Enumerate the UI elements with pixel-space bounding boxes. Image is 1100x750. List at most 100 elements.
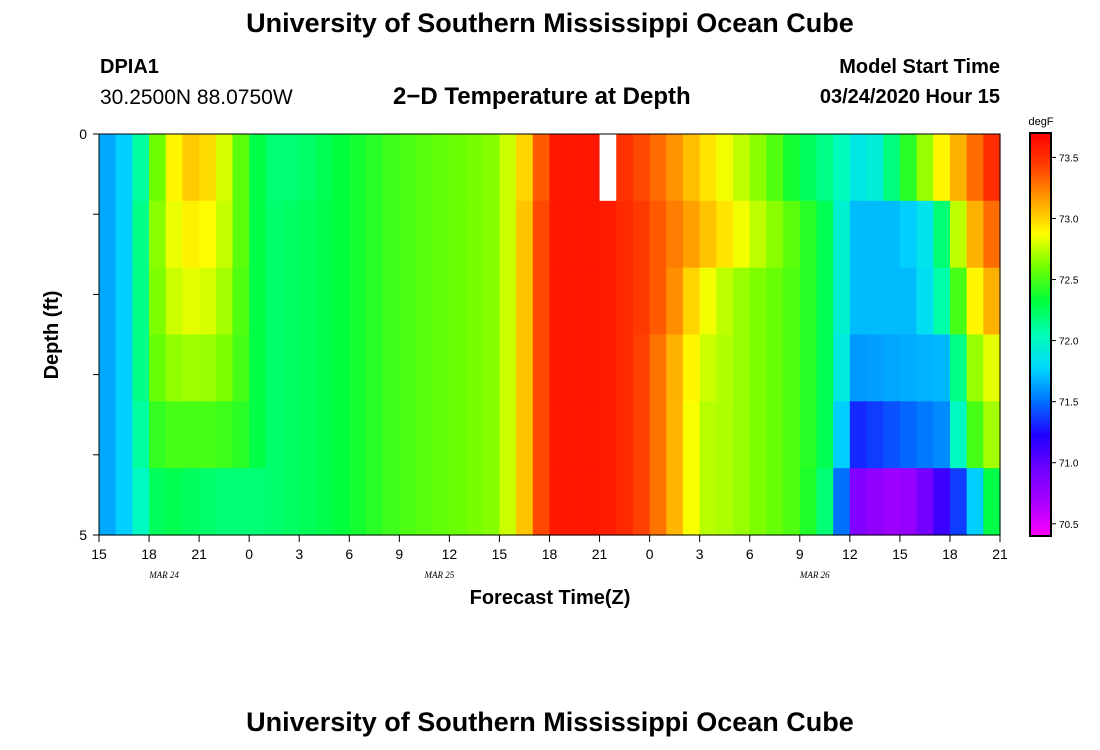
heatmap-cell (866, 267, 884, 336)
heatmap-cell (215, 200, 234, 269)
heatmap-cell (849, 468, 868, 536)
heatmap-cell (949, 200, 968, 269)
heatmap-cell (899, 200, 918, 269)
heatmap-cell (466, 468, 484, 536)
heatmap-cell (532, 468, 551, 536)
heatmap-cell (365, 267, 384, 336)
model-start-label: Model Start Time (839, 56, 1000, 78)
heatmap-cell (149, 134, 167, 202)
heatmap-cell (382, 200, 400, 269)
heatmap-cell (966, 468, 984, 536)
colorbar-tick-label: 71.0 (1059, 459, 1079, 470)
heatmap-cell (666, 334, 684, 402)
heatmap-cell (682, 267, 701, 336)
heatmap-cell (766, 200, 784, 269)
heatmap-cell (149, 267, 167, 336)
heatmap-cell (299, 334, 317, 402)
heatmap-cell (382, 468, 400, 536)
heatmap-cell (232, 134, 250, 202)
heatmap-cell (883, 200, 901, 269)
heatmap-cell (365, 134, 384, 202)
heatmap-cell (649, 267, 667, 336)
heatmap-cell (766, 468, 784, 536)
heatmap-cell (733, 401, 751, 469)
heatmap-cell (816, 134, 834, 202)
heatmap-cell (849, 200, 868, 269)
heatmap-cell (499, 334, 517, 402)
heatmap-cell (566, 267, 584, 336)
heatmap-cell (182, 334, 200, 402)
heatmap-cell (349, 200, 367, 269)
heatmap-cell (649, 134, 667, 202)
heatmap-cell (599, 468, 617, 536)
heatmap-cell (416, 267, 434, 336)
heatmap-cell (532, 200, 551, 269)
heatmap-cell (816, 334, 834, 402)
heatmap-cell (883, 468, 901, 536)
heatmap-cell (165, 267, 184, 336)
y-tick-label: 5 (79, 527, 87, 543)
heatmap-cell (282, 200, 300, 269)
heatmap-cell (833, 200, 851, 269)
x-date-label: MAR 26 (799, 570, 830, 580)
heatmap-cell (983, 468, 1001, 536)
x-tick-label: 18 (942, 546, 958, 562)
heatmap-cell (716, 401, 734, 469)
heatmap-cell (199, 468, 217, 536)
heatmap-cell (416, 200, 434, 269)
heatmap-cell (783, 401, 801, 469)
heatmap-cell (332, 468, 350, 536)
heatmap-cell (566, 401, 584, 469)
colorbar-tick-label: 71.5 (1059, 398, 1079, 409)
heatmap-cell (566, 334, 584, 402)
heatmap-cell (265, 134, 284, 202)
heatmap-cell (933, 468, 951, 536)
heatmap-cell (482, 200, 501, 269)
heatmap-cell (666, 200, 684, 269)
heatmap-cell (749, 334, 768, 402)
heatmap-cell (132, 134, 150, 202)
heatmap-cell (115, 468, 133, 536)
heatmap-cell (466, 200, 484, 269)
colorbar-tick-label: 70.5 (1059, 520, 1079, 531)
heatmap-cell (783, 200, 801, 269)
heatmap-cell (499, 401, 517, 469)
heatmap-cell (849, 134, 868, 202)
heatmap-cell (983, 267, 1001, 336)
heatmap-cell (933, 134, 951, 202)
heatmap-cell (432, 267, 450, 336)
heatmap-cell (949, 334, 968, 402)
heatmap-cell (816, 200, 834, 269)
station-id: DPIA1 (100, 56, 159, 78)
heatmap-cell (666, 468, 684, 536)
heatmap-cell (849, 267, 868, 336)
heatmap-cell (132, 334, 150, 402)
heatmap-cell (165, 468, 184, 536)
heatmap-cell (315, 267, 334, 336)
heatmap-cell (282, 401, 300, 469)
heatmap-cell (299, 401, 317, 469)
x-tick-label: 9 (395, 546, 403, 562)
heatmap-cell (983, 334, 1001, 402)
heatmap-cell (199, 200, 217, 269)
heatmap-cell (599, 334, 617, 402)
x-tick-label: 0 (245, 546, 253, 562)
heatmap-cell (232, 401, 250, 469)
heatmap-cell (866, 401, 884, 469)
heatmap-cell (799, 134, 818, 202)
heatmap-cell (99, 468, 117, 536)
x-tick-label: 15 (492, 546, 508, 562)
heatmap-cell (499, 200, 517, 269)
heatmap-cell (883, 334, 901, 402)
y-axis-label: Depth (ft) (41, 291, 63, 380)
heatmap-cell (849, 334, 868, 402)
heatmap-cell (766, 267, 784, 336)
heatmap-cell (632, 401, 651, 469)
heatmap-cell (299, 134, 317, 202)
heatmap-cell (616, 200, 634, 269)
heatmap-cell (299, 200, 317, 269)
heatmap-cell (666, 134, 684, 202)
heatmap-cell (616, 134, 634, 202)
heatmap-cell (432, 401, 450, 469)
heatmap-cell (265, 401, 284, 469)
